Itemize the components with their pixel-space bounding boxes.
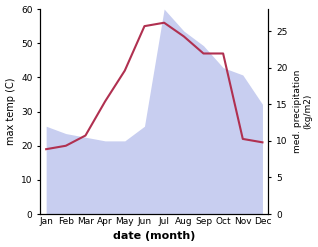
Y-axis label: max temp (C): max temp (C) xyxy=(5,78,16,145)
Y-axis label: med. precipitation
(kg/m2): med. precipitation (kg/m2) xyxy=(293,70,313,153)
X-axis label: date (month): date (month) xyxy=(113,231,196,242)
